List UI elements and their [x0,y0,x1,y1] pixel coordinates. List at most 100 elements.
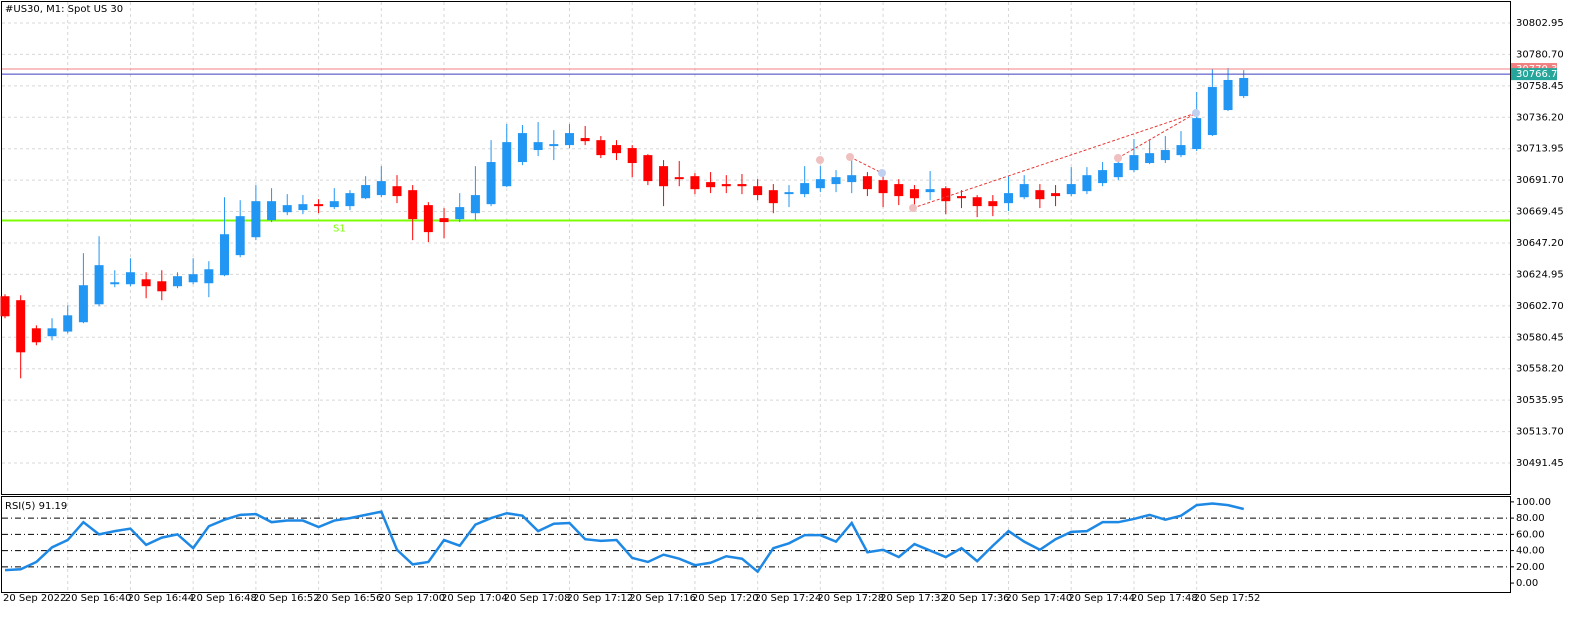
candle-body [16,300,26,353]
candle-body [188,274,198,283]
candle-body [298,204,308,211]
candle-body [737,184,747,187]
candle-body [847,175,857,183]
x-tick-label: 20 Sep 2022 [3,593,66,604]
x-tick-label: 20 Sep 17:44 [1068,593,1135,604]
x-tick-label: 20 Sep 17:36 [943,593,1010,604]
candle-body [800,183,810,195]
candle-body [1035,190,1045,200]
trade-marker [909,204,917,212]
x-tick-label: 20 Sep 16:40 [65,593,132,604]
candle-body [47,328,57,337]
y-tick-label: 30602.70 [1516,301,1564,312]
x-tick-label: 20 Sep 17:16 [629,593,696,604]
candle-body [596,140,606,156]
candle-body [94,265,104,305]
candle-body [831,177,841,185]
candle-body [721,184,731,187]
trade-marker [878,169,886,177]
candle-body [580,138,590,142]
candle-body [392,186,402,197]
candle-body [157,281,167,292]
y-tick-label: 80.00 [1516,513,1545,524]
candle-body [1082,175,1092,192]
candle-body [1192,118,1202,150]
x-tick-label: 20 Sep 17:40 [1006,593,1073,604]
candle-body [125,272,135,285]
trade-line [1117,112,1197,159]
candle-body [1145,153,1155,164]
candle-body [345,193,355,207]
trade-line [849,156,883,174]
candle-body [1051,193,1061,197]
y-tick-label: 0.00 [1516,578,1538,589]
y-tick-label: 30691.70 [1516,175,1564,186]
candle-body [486,162,496,205]
candle-body [408,190,418,220]
candle-body [517,133,527,163]
marks [0,2,1510,592]
candle-body [627,148,637,164]
price-label-bg [1511,68,1557,81]
rsi-pane [1,496,1511,593]
y-tick-label: 30558.20 [1516,364,1564,375]
candle-body [1176,145,1186,156]
y-tick-label: 30736.20 [1516,112,1564,123]
candle-body [956,196,966,199]
candle-body [439,218,449,223]
rsi-line [4,502,1245,574]
x-tick-label: 20 Sep 17:20 [692,593,759,604]
candle-body [267,201,277,221]
candle-body [235,216,245,256]
candle-body [784,192,794,195]
trade-marker [1192,109,1200,117]
x-tick-label: 20 Sep 16:56 [316,593,383,604]
candle-body [862,176,872,190]
x-tick-label: 20 Sep 17:12 [566,593,633,604]
candle-body [1160,150,1170,161]
main-pane [1,1,1511,495]
candle-body [549,144,559,147]
candle-body [1129,155,1139,171]
candle-body [423,205,433,233]
y-tick-label: 30491.45 [1516,458,1564,469]
candle-body [768,190,778,204]
candle-body [1223,79,1233,111]
trade-marker [816,156,824,164]
candle-body [878,180,888,194]
candle-body [925,189,935,193]
rsi-title: RSI(5) 91.19 [5,501,67,512]
candle-body [1098,170,1108,184]
candle-body [361,185,371,199]
y-tick-label: 30713.95 [1516,144,1564,155]
x-tick-label: 20 Sep 17:48 [1131,593,1198,604]
candle-body [502,142,512,187]
x-tick-label: 20 Sep 17:00 [378,593,445,604]
y-tick-label: 30669.45 [1516,207,1564,218]
y-tick-label: 30580.45 [1516,332,1564,343]
y-tick-label: 20.00 [1516,562,1545,573]
candle-body [1066,184,1076,195]
x-tick-label: 20 Sep 17:32 [880,593,947,604]
candle-body [1004,193,1014,204]
candle-body [659,166,669,187]
x-tick-label: 20 Sep 17:28 [817,593,884,604]
candle-body [0,296,10,317]
candle-body [1207,87,1217,136]
candle-body [172,276,182,287]
y-tick-label: 30535.95 [1516,395,1564,406]
candle-body [533,142,543,151]
candle-body [1239,77,1249,97]
y-tick-label: 30780.70 [1516,49,1564,60]
trade-marker [846,153,854,161]
candle-body [815,179,825,189]
candle-body [1113,163,1123,178]
candle-body [314,204,324,207]
candle-body [31,328,41,343]
candle-body [690,176,700,190]
candle-body [78,285,88,323]
candle-body [141,279,151,287]
x-tick-label: 20 Sep 16:48 [190,593,257,604]
y-tick-label: 30647.20 [1516,238,1564,249]
